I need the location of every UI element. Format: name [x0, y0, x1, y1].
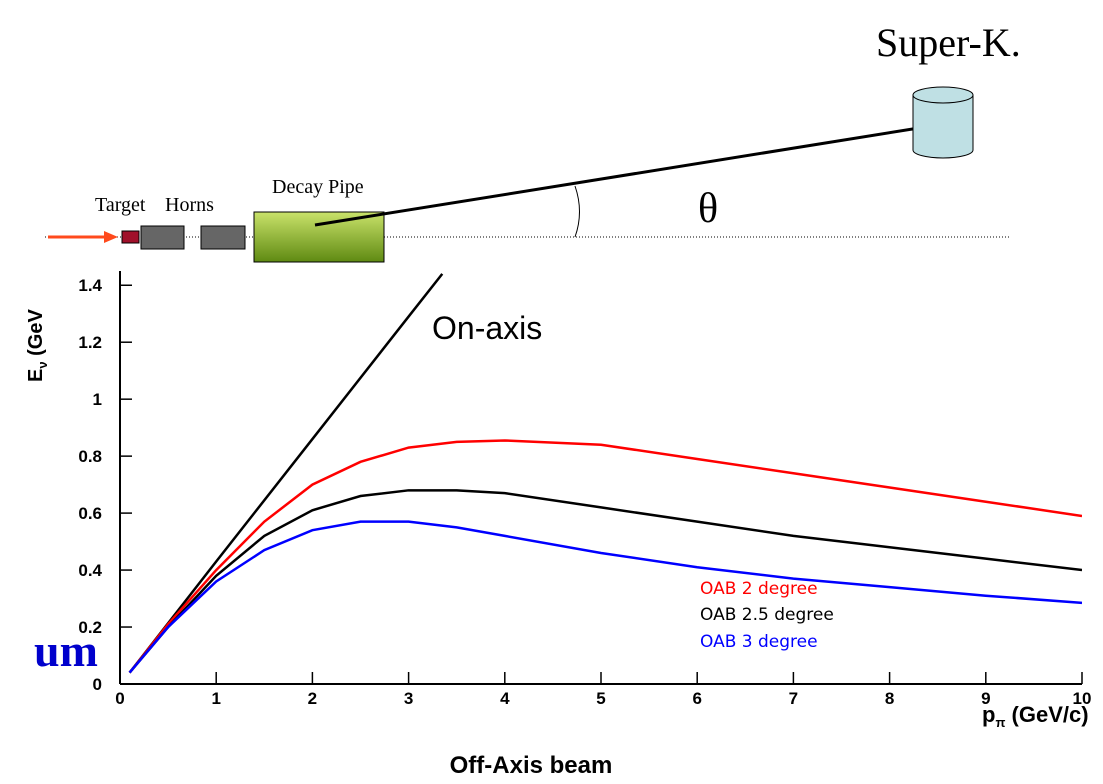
x-tick-label: 2	[308, 689, 317, 708]
arrow-head	[104, 231, 118, 243]
x-tick-label: 10	[1073, 689, 1092, 708]
x-axis-label: pπ (GeV/c)	[982, 702, 1089, 730]
x-tick-label: 4	[500, 689, 510, 708]
detector-body	[912, 95, 974, 159]
decay-pipe	[253, 211, 385, 263]
plot	[119, 271, 1082, 685]
series-label: On-axis	[432, 310, 542, 346]
x-tick-label: 9	[981, 689, 990, 708]
detector-top	[912, 86, 974, 104]
y-label-main: E	[25, 369, 47, 382]
chart-title: Off-Axis beam	[450, 752, 613, 779]
x-tick-label: 5	[596, 689, 605, 708]
series-line	[128, 489, 1082, 674]
series-label: OAB 3 degree	[700, 632, 818, 652]
neutrino-path	[314, 125, 926, 227]
x-label-sub: π	[995, 715, 1005, 730]
series-line	[128, 439, 1082, 674]
y-tick-label: 1.4	[78, 276, 102, 295]
series-label: OAB 2.5 degree	[700, 605, 834, 625]
decay-pipe-label: Decay Pipe	[272, 176, 364, 198]
y-tick-label: 0.2	[78, 618, 102, 637]
angle-arc	[574, 185, 580, 238]
angle-label: θ	[698, 186, 718, 232]
y-tick-label: 0.8	[78, 447, 102, 466]
horns-label: Horns	[165, 194, 214, 216]
y-tick-label: 0	[93, 675, 102, 694]
x-tick-label: 6	[692, 689, 701, 708]
beam-diagram: Super-K. Target Horns Decay Pipe θ	[45, 20, 1021, 263]
x-label-main: p	[982, 702, 995, 727]
x-tick-label: 7	[789, 689, 798, 708]
x-tick-label: 3	[404, 689, 413, 708]
series-line	[128, 520, 1082, 674]
target-label: Target	[95, 194, 146, 216]
plot-lines	[128, 273, 1082, 674]
horn	[140, 225, 185, 250]
y-axis-label: Eν (GeV	[25, 309, 50, 382]
y-tick-label: 0.6	[78, 504, 102, 523]
x-tick-label: 8	[885, 689, 894, 708]
x-tick-label: 1	[211, 689, 220, 708]
target-block	[121, 230, 140, 244]
y-tick-label: 1	[93, 390, 102, 409]
y-tick-label: 0.4	[78, 561, 102, 580]
series-label: OAB 2 degree	[700, 579, 818, 599]
detector-label: Super-K.	[876, 20, 1021, 65]
x-tick-label: 0	[115, 689, 124, 708]
y-label-sub: ν	[35, 361, 50, 368]
y-label-rest: (GeV	[25, 309, 47, 362]
side-text: um	[34, 625, 98, 676]
horn	[200, 225, 246, 250]
y-tick-label: 1.2	[78, 333, 102, 352]
x-label-rest: (GeV/c)	[1005, 702, 1088, 727]
series-line	[128, 273, 444, 674]
